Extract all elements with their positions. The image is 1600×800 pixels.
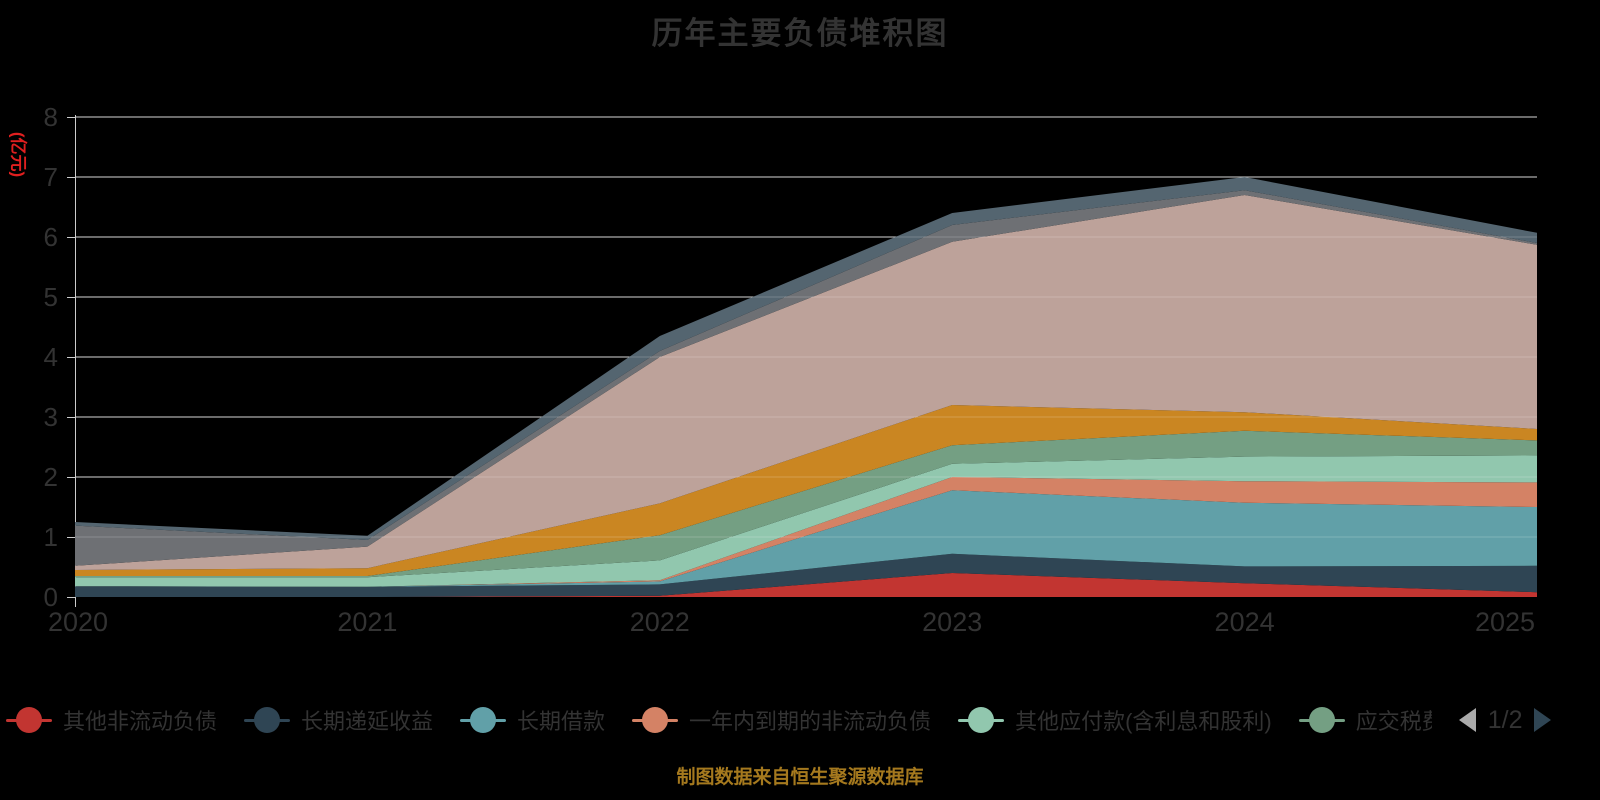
area-series-5[interactable] <box>75 430 1537 578</box>
legend-page-indicator: 1/2 <box>1487 705 1523 734</box>
y-axis-label: 3 <box>44 402 58 432</box>
x-axis-label: 2020 <box>48 607 108 637</box>
y-axis-label: 6 <box>44 222 58 252</box>
area-series-1[interactable] <box>75 553 1537 597</box>
legend-item-label: 一年内到期的非流动负债 <box>689 709 932 734</box>
legend-next-page-icon[interactable] <box>1534 708 1552 732</box>
legend-item-label: 应交税费 <box>1355 709 1432 734</box>
legend-item-label: 长期递延收益 <box>301 709 434 734</box>
legend-item-label: 长期借款 <box>517 709 606 734</box>
legend-item-label: 其他非流动负债 <box>63 709 218 734</box>
legend-item-1[interactable]: 长期递延收益 <box>244 704 433 736</box>
x-axis-label: 2024 <box>1215 607 1275 637</box>
area-series-2[interactable] <box>75 490 1537 587</box>
legend-item-3[interactable]: 一年内到期的非流动负债 <box>632 704 931 736</box>
y-axis-label: 2 <box>44 462 58 492</box>
legend-pager: 1/2 <box>1458 705 1552 735</box>
x-axis-label: 2022 <box>630 607 690 637</box>
stacked-area-chart[interactable]: 0 1 2 3 4 5 6 7 8 2020 2021 2022 2023 2024 2025 <box>0 0 1600 660</box>
area-series-0[interactable] <box>75 573 1537 597</box>
legend-line-marker-icon <box>244 707 291 733</box>
legend-item-0[interactable]: 其他非流动负债 <box>6 704 217 736</box>
legend-line-marker-icon <box>460 707 507 733</box>
area-series-4[interactable] <box>75 455 1537 587</box>
legend-item-2[interactable]: 长期借款 <box>460 704 605 736</box>
legend-prev-page-icon[interactable] <box>1458 708 1476 732</box>
area-series-9[interactable] <box>75 177 1537 540</box>
area-series-7[interactable] <box>75 195 1537 570</box>
x-axis-label: 2023 <box>922 607 982 637</box>
legend-line-marker-icon <box>632 707 679 733</box>
y-axis-label: 0 <box>44 582 58 612</box>
y-axis-label: 7 <box>44 162 58 192</box>
legend-item-label: 其他应付款(含利息和股利) <box>1015 709 1272 734</box>
legend-item-5[interactable]: 应交税费 <box>1298 704 1432 736</box>
source-note: 制图数据来自恒生聚源数据库 <box>676 767 924 788</box>
legend-line-marker-icon <box>6 707 52 733</box>
legend-bar: 其他非流动负债 长期递延收益 长期借款 一年内到期的非流动负债 其他应付款(含利息和股利… <box>6 704 1598 736</box>
area-series-3[interactable] <box>75 477 1537 587</box>
legend-line-marker-icon <box>1298 707 1345 733</box>
area-series-6[interactable] <box>75 405 1537 576</box>
y-axis-label: 4 <box>44 342 58 372</box>
x-axis-label: 2025 <box>1475 607 1535 637</box>
y-axis-label: 8 <box>44 102 58 132</box>
x-axis-label: 2021 <box>337 607 397 637</box>
y-axis-label: 5 <box>44 282 58 312</box>
legend-line-marker-icon <box>958 707 1005 733</box>
chart-title: 历年主要负债堆积图 <box>651 16 949 51</box>
legend-item-4[interactable]: 其他应付款(含利息和股利) <box>958 704 1272 736</box>
y-axis-label: 1 <box>44 522 58 552</box>
